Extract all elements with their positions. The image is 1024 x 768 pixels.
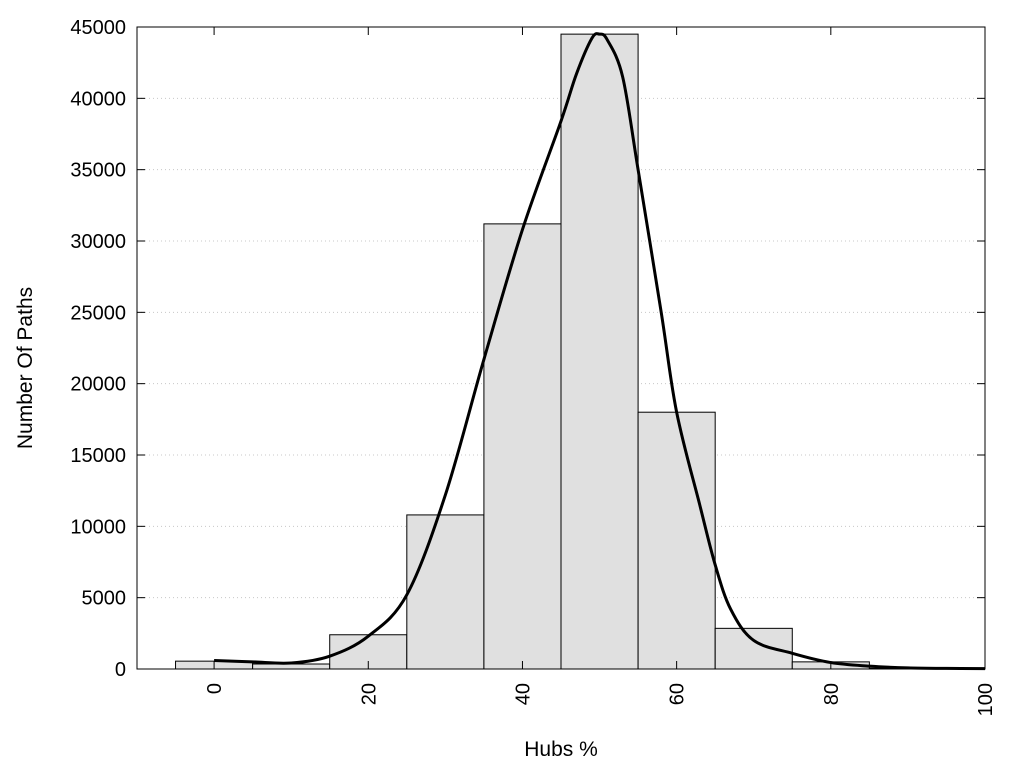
histogram-bar bbox=[637, 411, 716, 670]
y-tick-label: 5000 bbox=[82, 588, 127, 610]
histogram-bar bbox=[560, 33, 639, 670]
histogram-bar bbox=[483, 223, 562, 670]
histogram-bar bbox=[714, 627, 793, 670]
histogram-bars bbox=[175, 33, 947, 670]
y-axis: 0 5000 10000 15000 20000 25000 30000 35000 40000… bbox=[70, 17, 985, 681]
density-curve-layer bbox=[214, 32, 986, 671]
y-tick-label: 0 bbox=[115, 659, 126, 681]
x-tick-label: 100 bbox=[975, 683, 997, 716]
x-tick-label: 40 bbox=[512, 683, 534, 705]
x-tick-label: 0 bbox=[204, 683, 226, 694]
x-tick-label: 80 bbox=[821, 683, 843, 705]
density-curve bbox=[214, 32, 986, 671]
y-tick-label: 30000 bbox=[70, 231, 126, 253]
y-tick-label: 15000 bbox=[70, 445, 126, 467]
x-axis-title: Hubs % bbox=[524, 738, 598, 761]
x-axis: 0 20 40 60 80 100 bbox=[204, 27, 997, 716]
x-tick-label: 20 bbox=[358, 683, 380, 705]
plot-frame bbox=[136, 26, 986, 670]
y-tick-label: 10000 bbox=[70, 516, 126, 538]
y-tick-label: 40000 bbox=[70, 88, 126, 110]
y-tick-label: 20000 bbox=[70, 374, 126, 396]
histogram-bar bbox=[252, 663, 331, 670]
y-tick-label: 45000 bbox=[70, 17, 126, 39]
y-axis-title: Number Of Paths bbox=[14, 287, 37, 449]
histogram-bar bbox=[406, 514, 485, 670]
y-tick-label: 25000 bbox=[70, 302, 126, 324]
x-tick-label: 60 bbox=[667, 683, 689, 705]
y-tick-label: 35000 bbox=[70, 160, 126, 182]
